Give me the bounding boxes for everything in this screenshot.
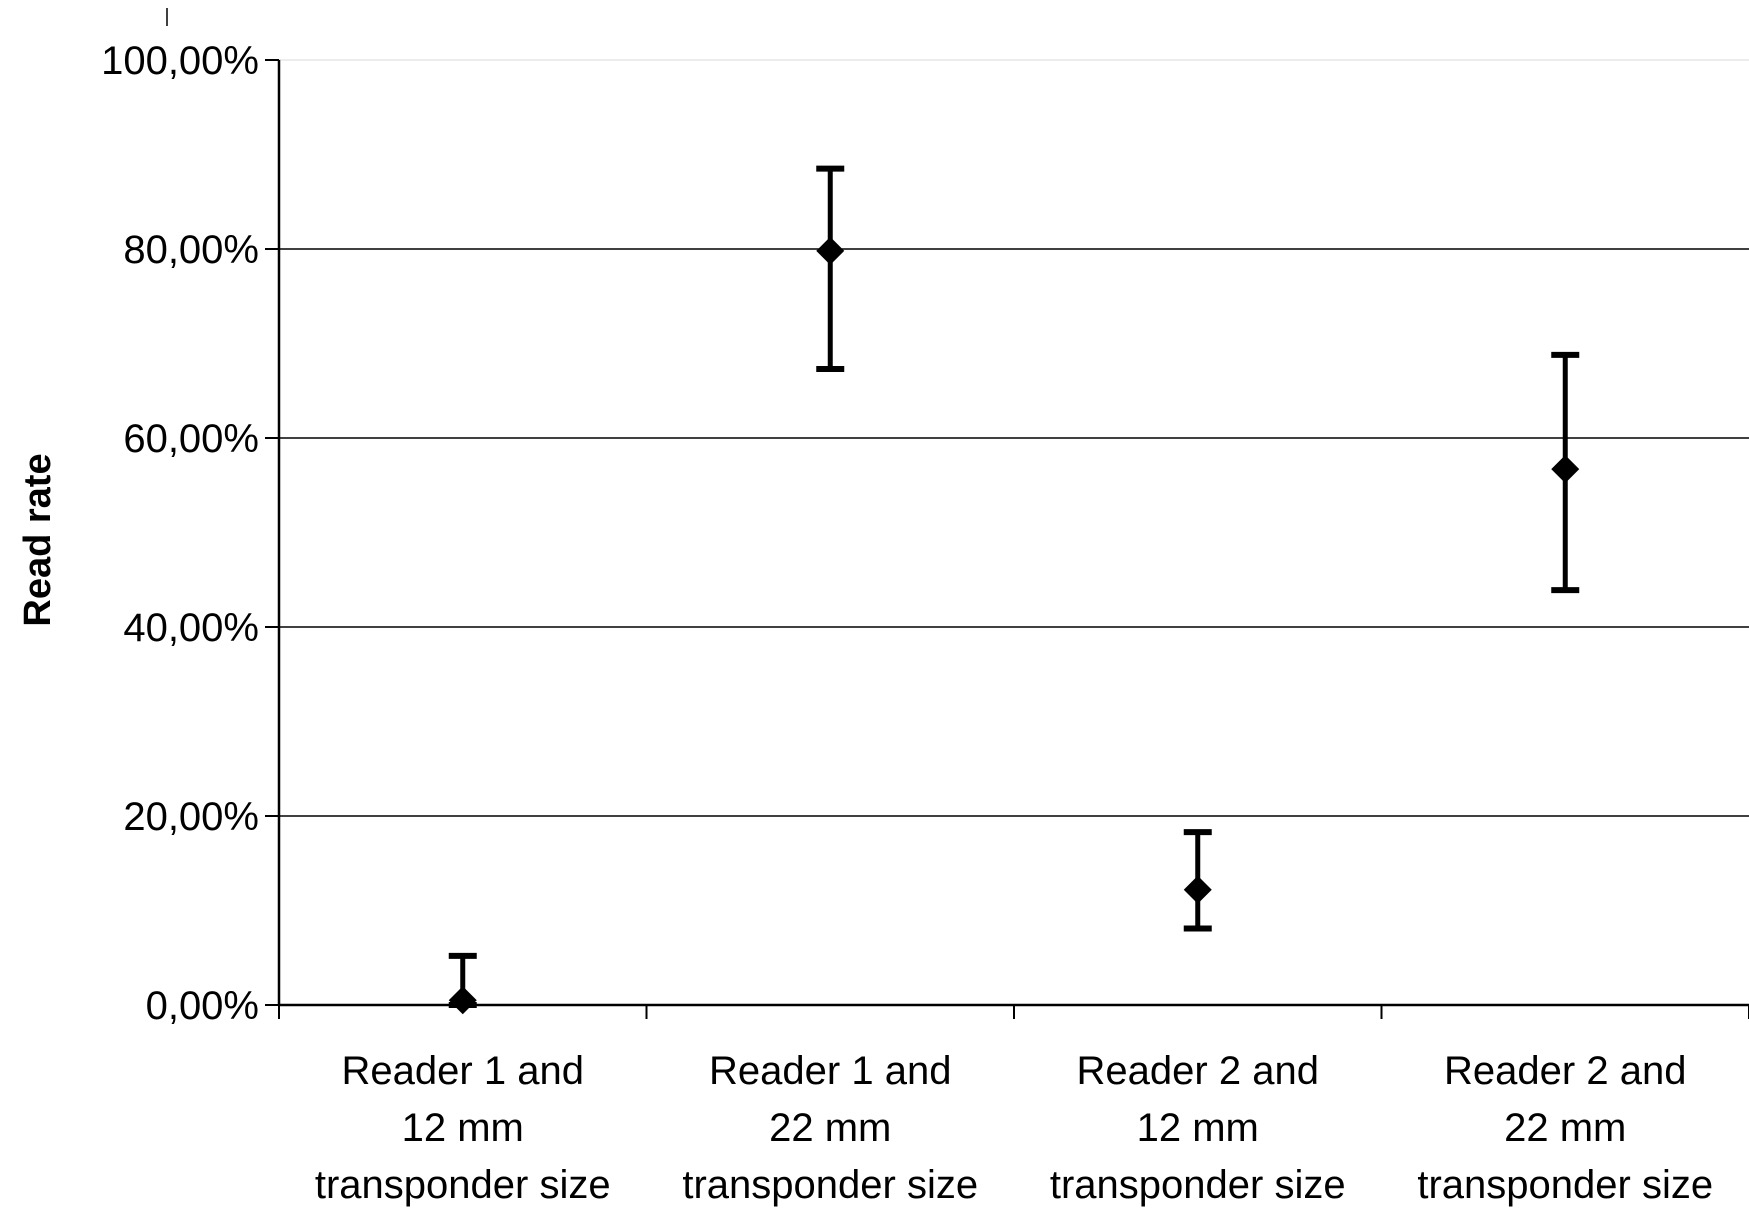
- data-point: [816, 236, 845, 265]
- y-tick-label: 80,00%: [123, 228, 259, 272]
- x-category-labels: Reader 1 and 12 mm transponder sizeReader …: [315, 1049, 1713, 1207]
- x-category-label-line: transponder size: [1417, 1163, 1713, 1207]
- x-category-label-line: transponder size: [315, 1163, 611, 1207]
- x-category-label: Reader 2 and 22 mm transponder size: [1417, 1049, 1713, 1207]
- x-category-label-line: Reader 1 and: [342, 1049, 584, 1093]
- data-point: [448, 986, 477, 1015]
- y-tick-label: 40,00%: [123, 606, 259, 650]
- x-category-label-line: 22 mm: [769, 1106, 891, 1150]
- x-category-label-line: transponder size: [1050, 1163, 1346, 1207]
- x-category-label-line: 12 mm: [1137, 1106, 1259, 1150]
- y-tick-labels: 0,00% 20,00% 40,00% 60,00% 80,00% 100,00%: [101, 39, 259, 1028]
- x-category-label-line: 22 mm: [1504, 1106, 1626, 1150]
- x-category-label: Reader 1 and 22 mm transponder size: [682, 1049, 978, 1207]
- error-bars: [448, 165, 1580, 1008]
- data-points: [448, 236, 1580, 1015]
- x-category-label-line: Reader 2 and: [1444, 1049, 1686, 1093]
- y-tick-label: 60,00%: [123, 417, 259, 461]
- x-category-label-line: Reader 2 and: [1077, 1049, 1319, 1093]
- y-tick-label: 20,00%: [123, 795, 259, 839]
- x-category-label: Reader 2 and 12 mm transponder size: [1050, 1049, 1346, 1207]
- data-point: [1551, 455, 1580, 484]
- y-tick-label: 0,00%: [146, 984, 259, 1028]
- data-point: [1183, 875, 1212, 904]
- x-category-label-line: Reader 1 and: [709, 1049, 951, 1093]
- x-category-label-line: transponder size: [682, 1163, 978, 1207]
- x-category-label-line: 12 mm: [402, 1106, 524, 1150]
- y-axis-title: Read rate: [17, 453, 59, 626]
- y-tick-label: 100,00%: [101, 39, 259, 83]
- axes: [265, 59, 1749, 1019]
- gridlines: [279, 59, 1749, 817]
- x-category-label: Reader 1 and 12 mm transponder size: [315, 1049, 611, 1207]
